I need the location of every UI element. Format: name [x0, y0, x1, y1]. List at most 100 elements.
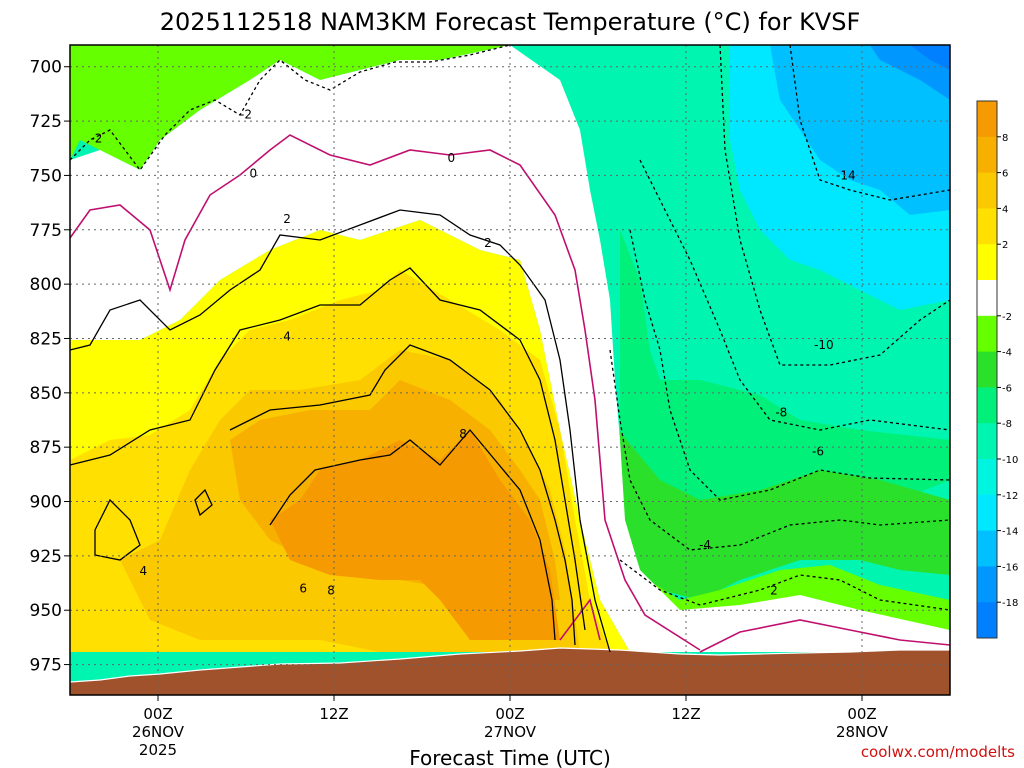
contour-four [69, 267, 586, 631]
band-sky [770, 45, 950, 215]
x-tick-label: 00Z [143, 705, 172, 723]
colorbar-swatch [977, 566, 997, 603]
contour-label: 0 [250, 166, 258, 180]
contour-label: -8 [775, 405, 787, 419]
contour-label: 8 [327, 584, 335, 598]
contour-minus2 [69, 44, 511, 172]
colorbar-swatch [977, 387, 997, 424]
terrain-outline [69, 647, 950, 683]
y-axis: 700 725 750 775 800 825 850 875 900 925 950 975 [30, 58, 70, 676]
x-tick-label: 2025 [139, 741, 177, 759]
y-tick-label: 900 [30, 493, 62, 513]
colorbar-swatch [977, 101, 997, 138]
chart-title: 2025112518 NAM3KM Forecast Temperature (… [160, 8, 861, 36]
y-tick-label: 725 [30, 112, 62, 132]
y-tick-label: 700 [30, 58, 62, 78]
contour-label: 8 [459, 427, 467, 441]
x-tick-label: 00Z [495, 705, 524, 723]
contour-zero-left [559, 598, 601, 641]
contour-two [69, 209, 611, 653]
colorbar-swatch [977, 136, 997, 174]
colorbar-swatch [977, 423, 997, 460]
contour-minus10 [719, 44, 951, 366]
contour-label: 2 [770, 584, 778, 598]
colorbar-tick-label: -10 [1002, 455, 1018, 466]
colorbar-tick-label: -12 [1002, 491, 1018, 502]
colorbar: 8 6 4 2 -2 -4 -6 -8 -10 -12 -14 -16 -18 [976, 100, 1018, 639]
colorbar-tick-label: -14 [1002, 527, 1018, 538]
band-white [70, 45, 950, 652]
colorbar-tick-label: -8 [1002, 419, 1012, 430]
band-green [70, 45, 510, 170]
x-tick-label: 28NOV [836, 723, 889, 741]
colorbar-frame [976, 100, 998, 639]
colorbar-tick-label: 2 [1002, 240, 1008, 251]
x-tick-label: 12Z [319, 705, 348, 723]
contour-six [229, 344, 576, 646]
x-axis-label: Forecast Time (UTC) [409, 746, 611, 768]
colorbar-tick-label: -2 [1002, 312, 1012, 323]
y-tick-label: 775 [30, 221, 62, 241]
x-tick-label: 27NOV [484, 723, 537, 741]
colorbar-swatch [977, 208, 997, 245]
colorbar-tick-label: 6 [1002, 169, 1008, 180]
contour-zero [69, 134, 701, 651]
colorbar-swatch [977, 244, 997, 281]
contour-four-loop [94, 498, 141, 561]
band-green-right [605, 520, 950, 630]
terrain [70, 648, 950, 695]
y-tick-label: 825 [30, 329, 62, 349]
colorbar-tick-label: -6 [1002, 383, 1012, 394]
contour-label: 4 [140, 564, 148, 578]
y-tick-label: 925 [30, 547, 62, 567]
y-tick-label: 950 [30, 601, 62, 621]
colorbar-tick-label: -4 [1002, 348, 1012, 359]
band-green-mid [610, 420, 950, 600]
band-aqua [620, 230, 950, 545]
colorbar-swatch [977, 459, 997, 496]
band-deepblue [910, 45, 950, 70]
contour-label: 2 [484, 236, 492, 250]
y-tick-label: 975 [30, 656, 62, 676]
contour-six-loop [194, 488, 213, 517]
contour-minus8 [639, 159, 951, 431]
x-tick-label: 12Z [671, 705, 700, 723]
y-tick-label: 750 [30, 166, 62, 186]
credit-text: coolwx.com/modelts [861, 743, 1015, 761]
colorbar-swatch [977, 530, 997, 567]
contour-zero-right [699, 619, 951, 653]
contour-label: -2 [90, 131, 102, 145]
contour-label: -6 [812, 445, 824, 459]
contour-label: 4 [283, 329, 291, 343]
contour-eight [269, 428, 556, 641]
colorbar-tick-label: 8 [1002, 133, 1008, 144]
band-deep-orange [270, 430, 560, 640]
colorbar-tick-label: -18 [1002, 598, 1018, 609]
contour-label: 2 [283, 212, 291, 226]
y-tick-label: 850 [30, 384, 62, 404]
y-tick-label: 800 [30, 275, 62, 295]
colorbar-swatch [977, 494, 997, 532]
contour-label: -4 [699, 538, 711, 552]
colorbar-tick-label: 4 [1002, 204, 1008, 215]
contour-label: 6 [299, 581, 307, 595]
contour-label: -10 [814, 338, 834, 352]
colorbar-swatch [977, 172, 997, 209]
colorbar-swatch [977, 315, 997, 353]
colorbar-swatch [977, 280, 997, 317]
gridlines [70, 45, 950, 695]
x-tick-label: 00Z [847, 705, 876, 723]
colorbar-swatch [977, 351, 997, 388]
x-tick-label: 26NOV [132, 723, 185, 741]
y-tick-label: 875 [30, 438, 62, 458]
contour-minus6 [629, 229, 951, 501]
contour-label: -2 [240, 108, 252, 122]
contour-minus2-right [619, 559, 951, 611]
contour-lines [69, 44, 951, 653]
colorbar-tick-label: -16 [1002, 562, 1018, 573]
contour-label: 0 [448, 151, 456, 165]
